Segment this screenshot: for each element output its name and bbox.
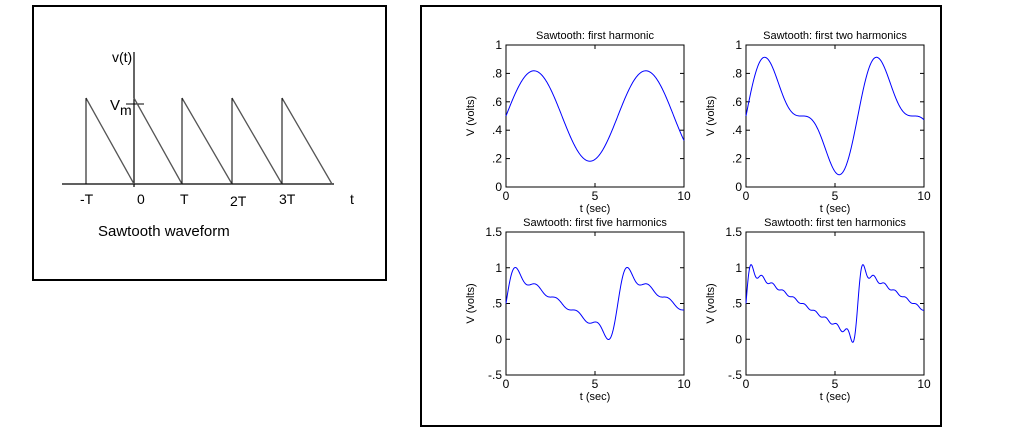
- sawtooth-ramp-5: [281, 97, 333, 185]
- diagram-y-label: v(t): [112, 49, 132, 65]
- x-tick-label: 0: [503, 377, 510, 391]
- x-tick-label: 10: [917, 189, 931, 203]
- sawtooth-ramp-4: [231, 97, 283, 185]
- plot-title: Sawtooth: first harmonic: [536, 30, 654, 42]
- sawtooth-ramps: [85, 97, 333, 185]
- y-tick-label: .4: [732, 123, 742, 137]
- sawtooth-edges: [85, 98, 283, 184]
- y-tick-label: 1: [495, 261, 502, 275]
- y-tick-label: 0: [495, 332, 502, 346]
- y-tick-label: .6: [732, 95, 742, 109]
- diagram-vm-label: Vm: [110, 97, 132, 118]
- x-tick-label: 0: [743, 189, 750, 203]
- x-tick-label: 0: [743, 377, 750, 391]
- diagram-tick-2t: 2T: [230, 193, 247, 209]
- y-tick-label: 1.5: [485, 225, 502, 239]
- diagram-caption: Sawtooth waveform: [98, 223, 230, 240]
- diagram-tick-zero: 0: [137, 191, 145, 207]
- x-tick-label: 0: [503, 189, 510, 203]
- y-tick-label: 1: [495, 38, 502, 52]
- diagram-t-axis-label: t: [350, 191, 354, 207]
- diagram-tick-3t: 3T: [279, 191, 296, 207]
- x-axis-label: t (sec): [820, 391, 851, 403]
- x-axis-label: t (sec): [820, 203, 851, 215]
- y-tick-label: .2: [492, 152, 502, 166]
- sawtooth-ramp-2: [133, 97, 183, 185]
- y-tick-label: .8: [732, 66, 742, 80]
- y-axis-label: V (volts): [705, 96, 717, 136]
- x-tick-label: 10: [677, 377, 691, 391]
- y-tick-label: .6: [492, 95, 502, 109]
- y-tick-label: .2: [732, 152, 742, 166]
- plot-frame: [745, 44, 925, 188]
- x-tick-label: 5: [832, 377, 839, 391]
- y-tick-label: 1: [735, 261, 742, 275]
- diagram-tick-minus-t: -T: [80, 191, 94, 207]
- x-tick-label: 5: [592, 189, 599, 203]
- y-axis-label: V (volts): [705, 283, 717, 323]
- y-axis-label: V (volts): [465, 283, 477, 323]
- x-axis-label: t (sec): [580, 391, 611, 403]
- y-tick-label: .8: [492, 66, 502, 80]
- plot-frame: [505, 44, 685, 188]
- series-line: [745, 264, 925, 343]
- series-line: [505, 70, 685, 162]
- sawtooth-ramp-1: [85, 97, 135, 185]
- y-tick-label: .4: [492, 123, 502, 137]
- x-tick-label: 10: [917, 377, 931, 391]
- diagram-tick-t: T: [180, 191, 189, 207]
- y-axis-label: V (volts): [465, 96, 477, 136]
- plot-title: Sawtooth: first two harmonics: [763, 30, 907, 42]
- y-tick-label: 0: [495, 180, 502, 194]
- fourier-plots-panel: 0.2.4.6.8 1 0 5 10 Sawtooth: first harmonic t …: [420, 5, 942, 427]
- y-tick-label: -.5: [488, 368, 502, 382]
- y-tick-label: 0: [735, 180, 742, 194]
- x-tick-label: 5: [592, 377, 599, 391]
- plot-frame: [745, 231, 925, 376]
- y-tick-label: 1: [735, 38, 742, 52]
- y-tick-label: .5: [492, 297, 502, 311]
- y-tick-label: 0: [735, 332, 742, 346]
- x-tick-label: 10: [677, 189, 691, 203]
- sawtooth-diagram-panel: v(t) Vm -T 0 T 2T 3T t Sawtooth waveform: [32, 5, 387, 281]
- x-axis-label: t (sec): [580, 203, 611, 215]
- series-line: [505, 266, 685, 341]
- y-tick-label: -.5: [728, 368, 742, 382]
- y-tick-label: 1.5: [725, 225, 742, 239]
- sawtooth-diagram: v(t) Vm -T 0 T 2T 3T t Sawtooth waveform: [62, 49, 354, 240]
- plot-frame: [505, 231, 685, 376]
- y-tick-label: .5: [732, 297, 742, 311]
- sawtooth-ramp-3: [181, 97, 233, 185]
- plot-title: Sawtooth: first ten harmonics: [764, 217, 906, 229]
- plot-title: Sawtooth: first five harmonics: [523, 217, 667, 229]
- series-line: [745, 56, 925, 176]
- x-tick-label: 5: [832, 189, 839, 203]
